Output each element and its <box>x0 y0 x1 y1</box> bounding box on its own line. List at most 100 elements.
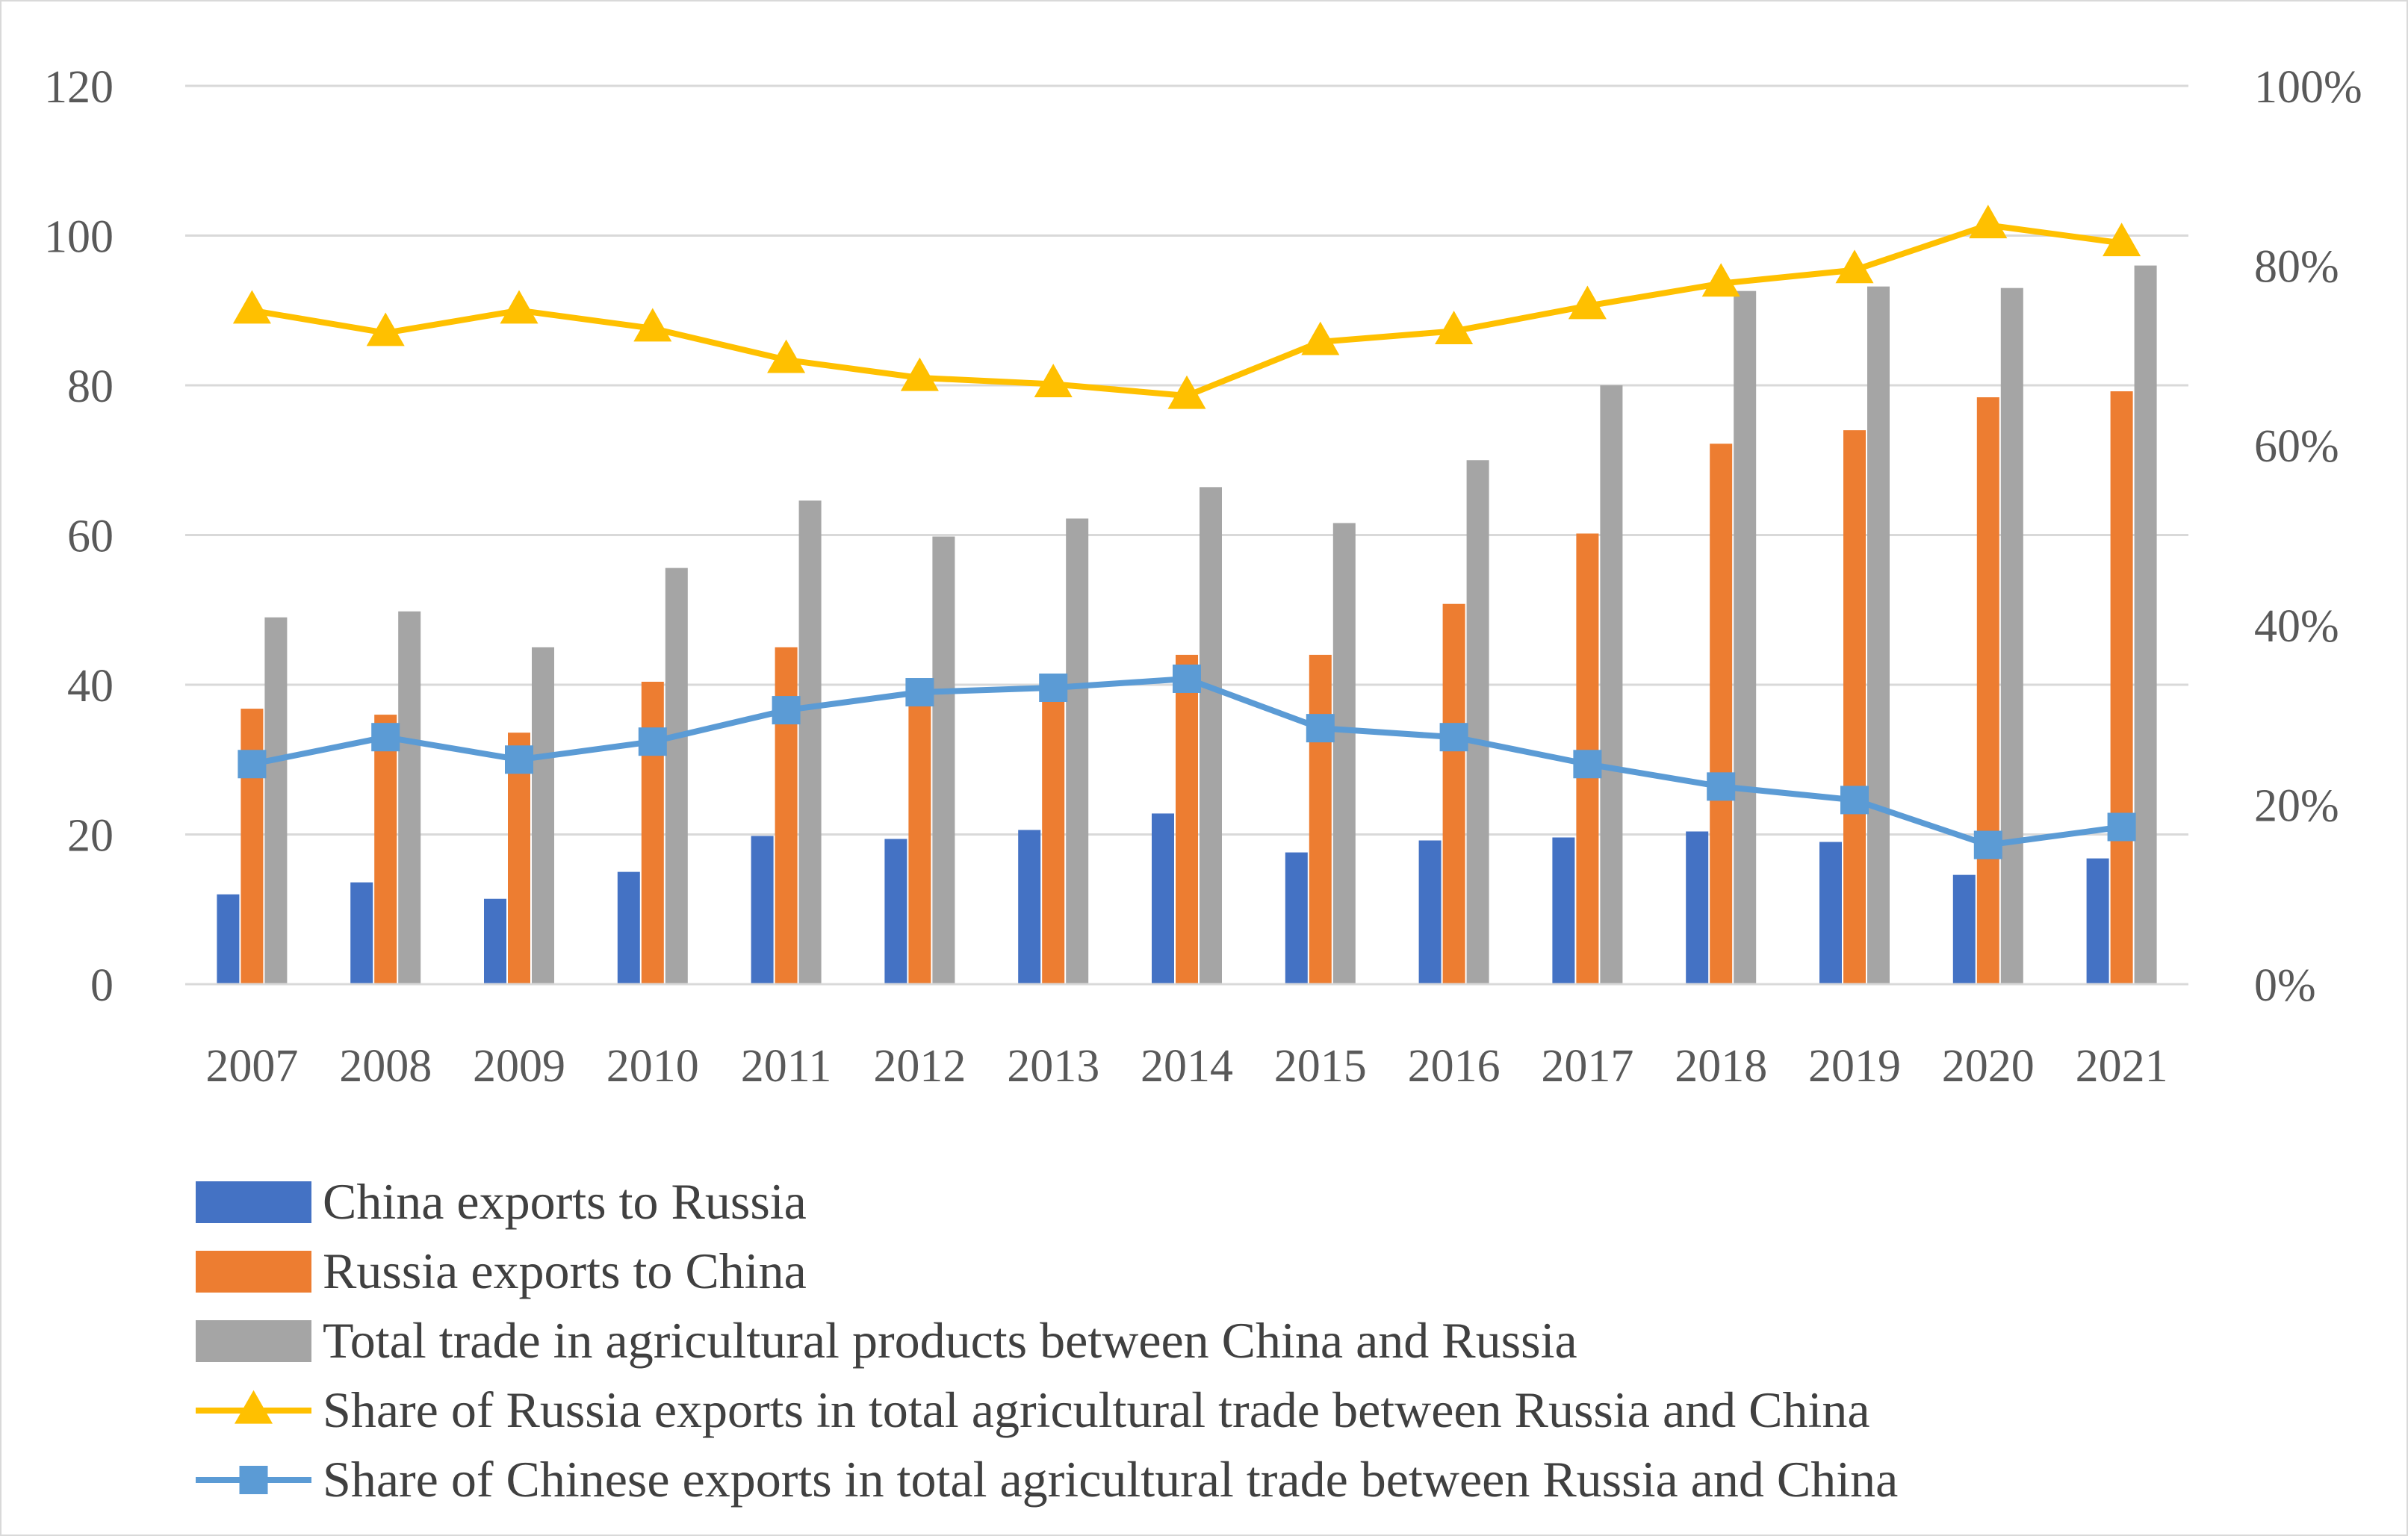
bar-3 <box>798 500 822 984</box>
bar-3 <box>1734 290 1757 984</box>
bar-2 <box>1710 444 1733 984</box>
bar-1 <box>1418 840 1442 984</box>
legend-label: Share of Chinese exports in total agricu… <box>323 1451 1898 1508</box>
legend: China exports to Russia Russia exports to… <box>196 1173 1898 1508</box>
bar-1 <box>1686 831 1709 984</box>
bar-1 <box>350 882 373 984</box>
line-marker-1 <box>1167 375 1206 409</box>
bar-2 <box>1042 685 1065 984</box>
right-axis-ticks: 0% 20% 40% 60% 80% 100% <box>2254 62 2362 1011</box>
line-marker-1 <box>767 339 806 373</box>
line-marker-1 <box>1435 311 1474 345</box>
legend-swatch <box>196 1320 311 1362</box>
line-marker-1 <box>366 312 405 346</box>
x-tick-label: 2013 <box>1007 1041 1099 1092</box>
line-marker-1 <box>232 290 271 324</box>
x-tick-label: 2018 <box>1675 1041 1767 1092</box>
bar-3 <box>1600 385 1623 984</box>
right-tick-label: 40% <box>2254 601 2339 652</box>
x-tick-label: 2012 <box>873 1041 966 1092</box>
line-marker-2 <box>905 678 934 707</box>
legend-swatch <box>196 1251 311 1293</box>
legend-marker <box>234 1390 273 1424</box>
bar-1 <box>1552 837 1575 984</box>
bar-2 <box>908 694 931 984</box>
x-tick-label: 2019 <box>1808 1041 1901 1092</box>
bar-3 <box>1200 487 1222 984</box>
bar-3 <box>2000 287 2023 984</box>
line-marker-2 <box>772 696 801 725</box>
lines <box>232 205 2141 859</box>
line-marker-2 <box>505 745 533 774</box>
line-marker-2 <box>638 727 667 756</box>
right-tick-label: 20% <box>2254 780 2339 831</box>
bar-3 <box>665 568 688 984</box>
line-marker-2 <box>1707 772 1736 801</box>
x-tick-label: 2015 <box>1274 1041 1367 1092</box>
x-tick-label: 2009 <box>473 1041 565 1092</box>
line-marker-2 <box>1840 786 1869 815</box>
legend-label: Russia exports to China <box>323 1243 807 1299</box>
line-marker-1 <box>1835 249 1874 284</box>
x-tick-label: 2014 <box>1141 1041 1233 1092</box>
legend-swatch <box>196 1181 311 1223</box>
bar-1 <box>751 836 774 984</box>
left-axis-ticks: 0 20 40 60 80 100 120 <box>44 62 114 1011</box>
bar-1 <box>1952 874 1976 984</box>
bars <box>217 265 2157 985</box>
bar-3 <box>1332 523 1356 984</box>
bar-3 <box>1066 518 1089 984</box>
bar-3 <box>398 611 421 984</box>
line-marker-1 <box>1701 263 1740 297</box>
bar-2 <box>2110 391 2133 984</box>
line-marker-2 <box>371 723 400 752</box>
left-tick-label: 80 <box>67 361 114 412</box>
bar-1 <box>484 898 506 984</box>
left-tick-label: 0 <box>90 960 114 1011</box>
bar-1 <box>1819 842 1842 984</box>
line-marker-1 <box>1568 285 1607 320</box>
bar-1 <box>1285 852 1308 984</box>
bar-2 <box>508 733 530 984</box>
bar-2 <box>1442 603 1465 984</box>
legend-label: China exports to Russia <box>323 1173 807 1230</box>
bar-1 <box>1152 813 1174 984</box>
line-marker-1 <box>900 357 939 391</box>
right-tick-label: 0% <box>2254 960 2316 1011</box>
right-tick-label: 100% <box>2254 62 2362 113</box>
left-tick-label: 40 <box>67 661 114 712</box>
x-tick-label: 2020 <box>1942 1041 2035 1092</box>
bar-2 <box>641 681 664 984</box>
line-marker-1 <box>1301 321 1340 355</box>
bar-2 <box>374 715 397 984</box>
legend-marker <box>239 1466 268 1494</box>
bar-1 <box>884 839 907 984</box>
line-marker-1 <box>500 290 539 324</box>
line-series-1 <box>251 222 2123 399</box>
bar-2 <box>1843 430 1866 984</box>
left-tick-label: 100 <box>44 212 114 263</box>
legend-label: Total trade in agricultural products bet… <box>323 1312 1577 1369</box>
line-marker-2 <box>1973 830 2002 859</box>
x-tick-label: 2008 <box>339 1041 432 1092</box>
left-tick-label: 20 <box>67 811 114 862</box>
line-marker-1 <box>633 308 672 342</box>
left-tick-label: 60 <box>67 512 114 562</box>
bar-3 <box>2134 265 2157 985</box>
line-marker-1 <box>1034 364 1073 397</box>
x-tick-label: 2007 <box>205 1041 298 1092</box>
right-tick-label: 60% <box>2254 421 2339 472</box>
line-marker-2 <box>1573 750 1602 779</box>
x-tick-label: 2017 <box>1541 1041 1633 1092</box>
line-marker-2 <box>2107 812 2136 842</box>
x-tick-label: 2010 <box>606 1041 699 1092</box>
line-marker-2 <box>1439 723 1468 752</box>
x-tick-label: 2016 <box>1408 1041 1501 1092</box>
x-axis-ticks: 2007 2008 2009 2010 2011 2012 2013 2014 2015 2016… <box>205 1041 2167 1092</box>
line-marker-1 <box>2103 223 2141 257</box>
bar-1 <box>617 871 640 984</box>
bar-3 <box>1867 286 1890 984</box>
line-marker-2 <box>1039 674 1068 703</box>
bar-3 <box>1466 460 1489 984</box>
